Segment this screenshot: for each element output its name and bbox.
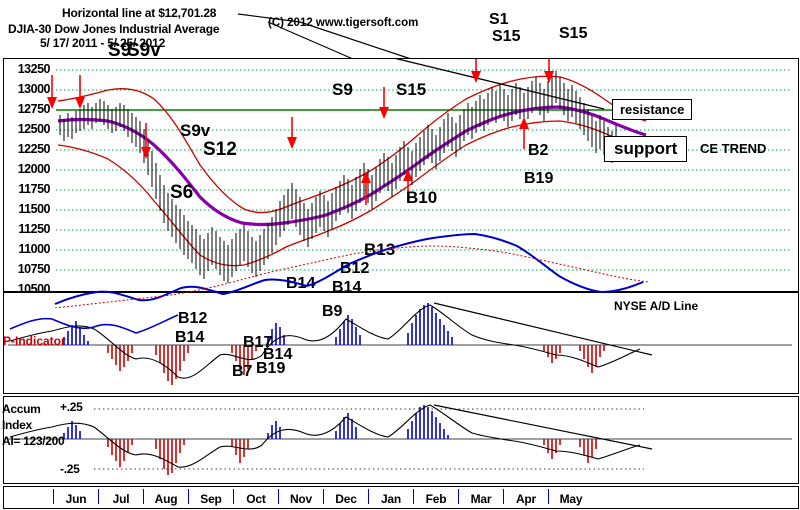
p-indicator-pane (3, 292, 799, 394)
signal-label-b7: B7 (232, 363, 253, 380)
buy-arrows (361, 117, 529, 205)
price-trend-label: CE TREND (700, 141, 767, 156)
signal-label-s6: S6 (170, 182, 194, 203)
y-axis-label: 12500 (17, 122, 51, 136)
month-label-mar: Mar (470, 492, 492, 506)
accum-scale-top: +.25 (60, 400, 83, 414)
signal-label-b17: B17 (243, 334, 273, 351)
month-label-nov: Nov (289, 492, 313, 506)
accum-negative-bars (107, 439, 597, 475)
month-tick (413, 489, 414, 504)
month-label-oct: Oct (246, 492, 266, 506)
y-axis-label: 11250 (18, 222, 50, 236)
p-indicator-label: P-Indicator (3, 334, 66, 348)
signal-label-s12: S12 (203, 139, 237, 160)
y-axis-label: 11750 (18, 182, 50, 196)
signal-label-b10: B10 (406, 188, 438, 207)
y-axis-label: 12000 (17, 162, 51, 176)
accum-index-value: AI= 123/200 (2, 434, 65, 448)
signal-label-b14-4: B14 (263, 346, 293, 363)
signal-label-b19-2: B19 (256, 360, 286, 377)
y-axis-label: 12250 (17, 142, 51, 156)
month-label-may: May (559, 492, 583, 506)
moving-average-line (57, 105, 647, 227)
signal-label-b13: B13 (364, 240, 396, 259)
month-label-apr: Apr (515, 492, 537, 506)
accum-positive-bars (63, 405, 449, 439)
month-label-aug: Aug (154, 492, 178, 506)
month-label-feb: Feb (425, 492, 447, 506)
signal-label-b19-1: B19 (524, 170, 554, 187)
signal-label-b12-1: B12 (340, 260, 370, 277)
month-tick (503, 489, 504, 504)
negative-histogram (107, 345, 605, 385)
signal-label-s15-1: S15 (396, 80, 427, 99)
p-indicator-trendline (433, 302, 653, 356)
signal-label-b9: B9 (322, 303, 343, 320)
month-tick (323, 489, 324, 504)
price-chart-svg (47, 59, 792, 283)
signal-label-s9-2: S9 (332, 80, 353, 99)
accumulation-index-pane (3, 396, 799, 484)
accum-curve (9, 404, 641, 468)
descending-trendline (395, 59, 605, 110)
signal-label-s15-2: S15 (492, 28, 521, 45)
y-axis-label: 11500 (18, 202, 50, 216)
month-tick (368, 489, 369, 504)
month-tick (143, 489, 144, 504)
resistance-annotation: resistance (612, 99, 693, 120)
horizontal-line-caption: Horizontal line at $12,701.28 (62, 6, 217, 20)
y-axis-label: 10750 (17, 262, 51, 276)
p-indicator-svg (8, 302, 792, 385)
date-range-label: 5/ 17/ 2011 - 5/ 25/ 2012 (40, 36, 166, 50)
month-tick (53, 489, 54, 504)
bollinger-upper-band (57, 75, 647, 214)
bollinger-lower-band (57, 120, 647, 267)
signal-label-b2: B2 (528, 142, 549, 159)
month-tick (188, 489, 189, 504)
nyse-ad-line-label: NYSE A/D Line (614, 299, 699, 313)
accum-title-line1: Accum (2, 402, 41, 416)
y-axis-label: 12750 (17, 102, 51, 116)
accum-title-line2: Index (2, 418, 32, 432)
month-label-sep: Sep (200, 492, 222, 506)
month-label-jan: Jan (380, 492, 402, 506)
signal-label-s9v-1: S9v (127, 40, 161, 61)
month-label-dec: Dec (335, 492, 357, 506)
month-tick (233, 489, 234, 504)
signal-label-b14-3: B14 (175, 329, 205, 346)
month-axis-pane (3, 486, 799, 509)
positive-histogram (63, 303, 453, 345)
y-axis-label: 11000 (18, 242, 50, 256)
signal-label-s15-3: S15 (559, 25, 588, 42)
y-axis-label: 13250 (17, 62, 51, 76)
month-label-jun: Jun (65, 492, 87, 506)
accum-index-svg (8, 404, 792, 475)
y-axis-label: 13000 (17, 82, 51, 96)
signal-label-s9-1: S9 (108, 40, 132, 61)
ad-overlay-line (9, 314, 179, 334)
signal-label-b14-2: B14 (332, 279, 362, 296)
chart-title: DJIA-30 Dow Jones Industrial Average (8, 22, 220, 36)
signal-label-b12-2: B12 (178, 310, 208, 327)
month-tick (278, 489, 279, 504)
month-tick (98, 489, 99, 504)
copyright-label: (C) 2012 www.tigersoft.com (268, 17, 419, 29)
accum-trendline (433, 404, 653, 450)
p-indicator-curve (9, 304, 641, 379)
month-tick (458, 489, 459, 504)
support-annotation: support (604, 136, 688, 162)
month-label-jul: Jul (112, 492, 130, 506)
signal-label-s9v-2: S9v (180, 121, 211, 140)
month-tick (548, 489, 549, 504)
sell-arrows (47, 59, 554, 159)
accum-scale-bottom: -.25 (60, 462, 80, 476)
signal-label-s1: S1 (489, 11, 509, 28)
signal-label-b14-1: B14 (286, 275, 316, 292)
